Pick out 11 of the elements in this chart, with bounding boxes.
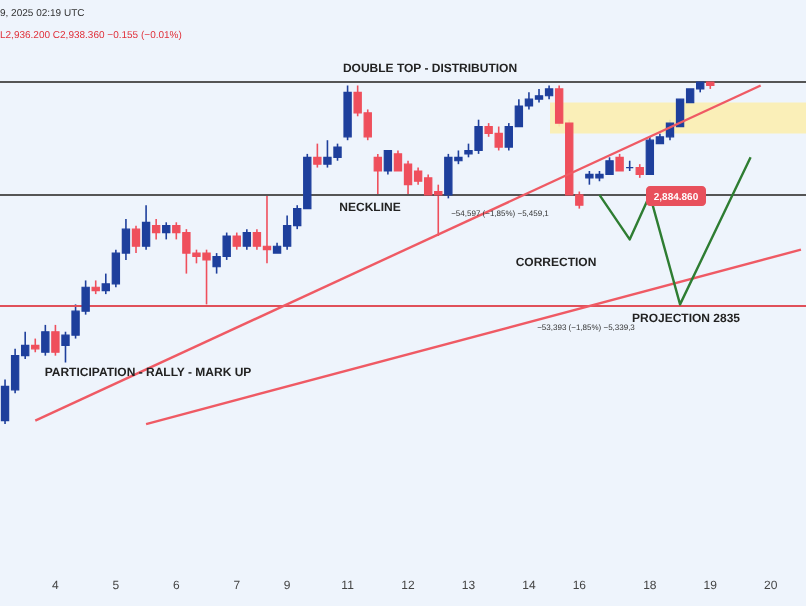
candlestick [141, 204, 151, 251]
candlestick [343, 84, 352, 142]
candlestick [131, 224, 141, 254]
candlestick [41, 324, 50, 357]
candlestick [242, 228, 252, 251]
candlestick [151, 218, 161, 241]
candlestick [313, 142, 322, 169]
candlestick [91, 279, 100, 295]
candlestick [383, 149, 393, 176]
candlestick [51, 324, 60, 357]
candlestick [373, 153, 383, 196]
